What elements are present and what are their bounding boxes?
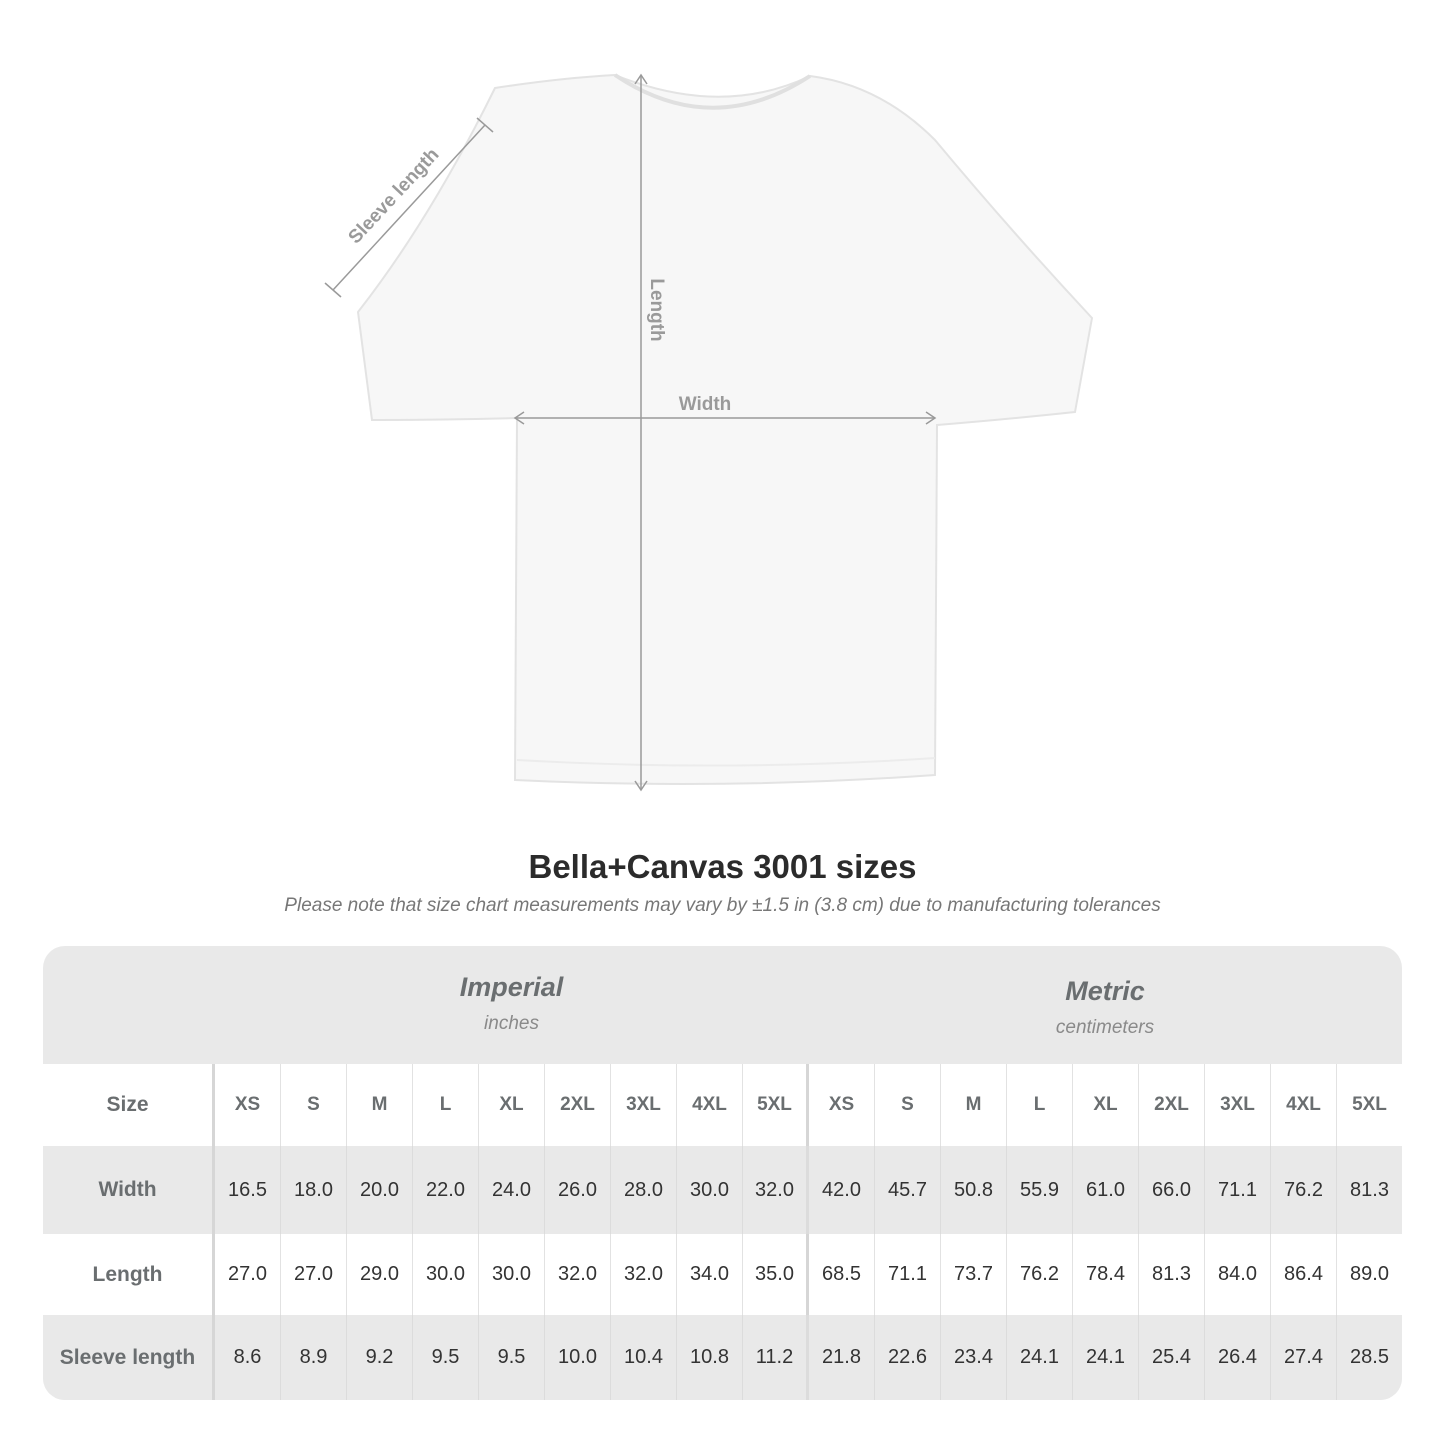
size-header-imperial-4xl: 4XL (677, 1064, 743, 1146)
metric-value-cell: 61.0 (1073, 1146, 1139, 1234)
size-header-metric-xl: XL (1073, 1064, 1139, 1146)
imperial-value-cell: 18.0 (281, 1146, 347, 1234)
imperial-value-cell: 35.0 (743, 1234, 809, 1315)
imperial-value-cell: 10.8 (677, 1315, 743, 1400)
imperial-value-cell: 28.0 (611, 1146, 677, 1234)
size-header-metric-3xl: 3XL (1205, 1064, 1271, 1146)
metric-value-cell: 50.8 (941, 1146, 1007, 1234)
imperial-value-cell: 20.0 (347, 1146, 413, 1234)
metric-value-cell: 25.4 (1139, 1315, 1205, 1400)
metric-value-cell: 28.5 (1350, 1346, 1389, 1368)
metric-value-cell: 84.0 (1205, 1234, 1271, 1315)
size-header-metric-l: L (1007, 1064, 1073, 1146)
metric-value-cell: 21.8 (809, 1315, 875, 1400)
metric-value-cell: 89.0 (1350, 1263, 1389, 1285)
row-label: Sleeve length (43, 1315, 215, 1400)
size-header-metric-4xl: 4XL (1271, 1064, 1337, 1146)
size-header-metric-m: M (941, 1064, 1007, 1146)
metric-value-cell: 27.4 (1271, 1315, 1337, 1400)
metric-value-cell: 76.2 (1271, 1146, 1337, 1234)
imperial-value-cell: 10.0 (545, 1315, 611, 1400)
imperial-value-cell: 34.0 (677, 1234, 743, 1315)
metric-value-cell: 86.4 (1271, 1234, 1337, 1315)
metric-value-cell: 66.0 (1139, 1146, 1205, 1234)
imperial-value-cell: 30.0 (677, 1146, 743, 1234)
metric-value-cell: 78.4 (1073, 1234, 1139, 1315)
imperial-value-cell: 32.0 (611, 1234, 677, 1315)
imperial-value-cell: 9.2 (347, 1315, 413, 1400)
sleeve-length-row: Sleeve length 8.6 8.9 9.2 9.5 9.5 10.0 10.4 10.8… (43, 1315, 1402, 1400)
metric-value-cell: 71.1 (1205, 1146, 1271, 1234)
size-row: Size XS S M L XL 2XL 3XL 4XL 5XL XS S M L XL 2XL 3XL 4XL 5… (43, 1064, 1402, 1146)
imperial-value-cell: 9.5 (413, 1315, 479, 1400)
imperial-value-cell: 22.0 (413, 1146, 479, 1234)
imperial-value-cell: 24.0 (479, 1146, 545, 1234)
metric-value-cell: 68.5 (809, 1234, 875, 1315)
metric-value-cell: 73.7 (941, 1234, 1007, 1315)
imperial-value-cell: 27.0 (215, 1234, 281, 1315)
row-label: Width (43, 1146, 215, 1234)
size-header-imperial-s: S (281, 1064, 347, 1146)
metric-value-cell: 26.4 (1205, 1315, 1271, 1400)
metric-value-cell: 81.3 (1350, 1178, 1389, 1201)
imperial-header: Imperial inches (215, 946, 808, 1064)
metric-title: Metric (1065, 976, 1145, 1006)
imperial-value-cell: 10.4 (611, 1315, 677, 1400)
imperial-value-cell: 29.0 (347, 1234, 413, 1315)
metric-value-cell: 23.4 (941, 1315, 1007, 1400)
imperial-value-cell: 16.5 (215, 1146, 281, 1234)
metric-value-cell: 81.3 (1139, 1234, 1205, 1315)
tshirt-diagram: Sleeve length Length Width (324, 73, 1094, 792)
size-header-imperial-5xl: 5XL (743, 1064, 809, 1146)
width-measure-line (513, 411, 937, 425)
imperial-value-cell: 26.0 (545, 1146, 611, 1234)
page-subtitle: Please note that size chart measurements… (284, 895, 1161, 916)
imperial-value-cell: 27.0 (281, 1234, 347, 1315)
metric-value-cell: 24.1 (1073, 1315, 1139, 1400)
imperial-value-cell: 8.6 (215, 1315, 281, 1400)
size-header-imperial-xl: XL (479, 1064, 545, 1146)
length-label: Length (646, 278, 667, 341)
page-title: Bella+Canvas 3001 sizes (528, 848, 917, 885)
size-header-imperial-3xl: 3XL (611, 1064, 677, 1146)
imperial-title: Imperial (459, 972, 564, 1002)
tshirt-shape (356, 73, 1094, 785)
metric-value-cell: 55.9 (1007, 1146, 1073, 1234)
imperial-value-cell: 30.0 (479, 1234, 545, 1315)
metric-value-cell: 45.7 (875, 1146, 941, 1234)
imperial-unit: inches (484, 1013, 539, 1034)
length-measure-line (634, 73, 648, 792)
size-header-label: Size (43, 1064, 215, 1146)
size-header-metric-2xl: 2XL (1139, 1064, 1205, 1146)
metric-value-cell: 42.0 (809, 1146, 875, 1234)
sleeve-measure-line (324, 117, 494, 298)
metric-header: Metric centimeters (808, 946, 1402, 1064)
width-label: Width (679, 394, 732, 415)
metric-value-cell: 24.1 (1007, 1315, 1073, 1400)
imperial-value-cell: 9.5 (479, 1315, 545, 1400)
size-header-imperial-l: L (413, 1064, 479, 1146)
size-header-metric-s: S (875, 1064, 941, 1146)
length-row: Length 27.0 27.0 29.0 30.0 30.0 32.0 32.0 34.0 35… (43, 1234, 1402, 1315)
width-row: Width 16.5 18.0 20.0 22.0 24.0 26.0 28.0 30.0 32.… (43, 1146, 1402, 1234)
size-header-imperial-xs: XS (215, 1064, 281, 1146)
size-table: Imperial inches Metric centimeters Size X… (43, 946, 1402, 1400)
metric-unit: centimeters (1055, 1017, 1155, 1038)
metric-value-cell: 22.6 (875, 1315, 941, 1400)
size-header-imperial-m: M (347, 1064, 413, 1146)
imperial-value-cell: 8.9 (281, 1315, 347, 1400)
size-header-metric-5xl: 5XL (1352, 1094, 1387, 1115)
size-header-imperial-2xl: 2XL (545, 1064, 611, 1146)
size-header-metric-xs: XS (809, 1064, 875, 1146)
metric-value-cell: 71.1 (875, 1234, 941, 1315)
row-label: Length (43, 1234, 215, 1315)
imperial-value-cell: 32.0 (743, 1146, 809, 1234)
metric-value-cell: 76.2 (1007, 1234, 1073, 1315)
imperial-value-cell: 32.0 (545, 1234, 611, 1315)
imperial-value-cell: 11.2 (743, 1315, 809, 1400)
imperial-value-cell: 30.0 (413, 1234, 479, 1315)
